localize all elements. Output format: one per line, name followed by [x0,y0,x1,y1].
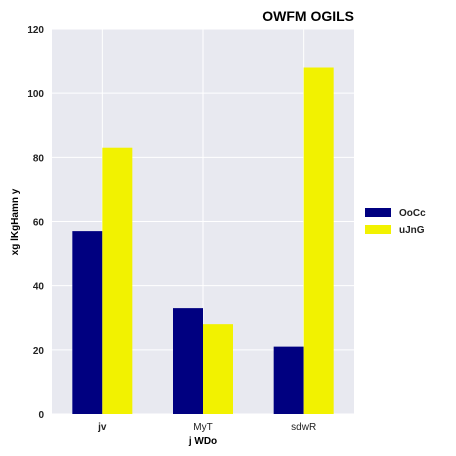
legend-label: OoCc [399,208,426,219]
legend-swatch-uJnG [365,225,391,234]
bar-OoCc-jv [72,231,103,414]
y-tick-labels: 0 20 40 60 80 100 120 [27,25,44,421]
bar-uJnG-MyT [203,324,233,414]
bar-OoCc-MyT [173,308,203,414]
bar-OoCc-sdwR [273,346,304,414]
x-tick-labels: jv MyT sdwR [97,422,316,433]
y-axis-label: xg lKgHamn y [10,188,21,255]
legend: OoCc uJnG [365,208,426,236]
bar-uJnG-jv [102,147,133,415]
x-tick-label: MyT [193,422,212,433]
legend-label: uJnG [399,225,425,236]
x-tick-label: sdwR [291,422,316,433]
x-axis-label: j WDo [188,436,217,447]
y-tick-label: 0 [38,410,44,421]
chart-title: OWFM OGILS [262,8,354,24]
x-tick-label: jv [97,422,107,433]
y-tick-label: 100 [27,89,44,100]
y-tick-label: 80 [33,153,45,164]
legend-swatch-OoCc [365,208,391,217]
y-tick-label: 120 [27,25,44,36]
bars [72,67,334,415]
y-tick-label: 20 [33,346,45,357]
y-tick-label: 60 [33,218,45,229]
y-tick-label: 40 [33,282,45,293]
bar-uJnG-sdwR [303,67,334,414]
